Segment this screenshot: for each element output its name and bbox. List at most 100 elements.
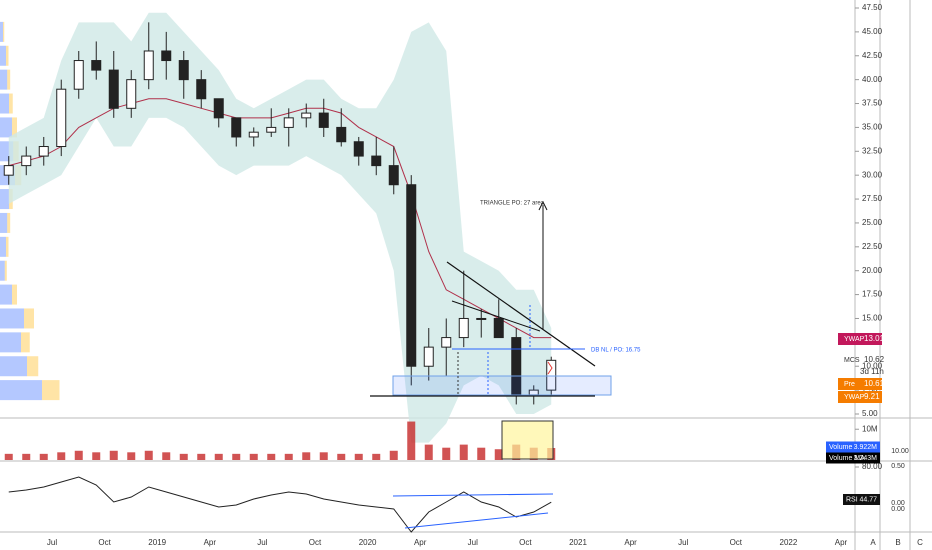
x-tick-label: Apr xyxy=(414,538,427,547)
y-tick-label: 5.00 xyxy=(862,409,878,418)
candle-body xyxy=(283,117,294,128)
profile-bar xyxy=(27,356,39,377)
right-scale-label: 0.00 xyxy=(891,506,905,513)
profile-bar xyxy=(6,236,9,257)
volume-bar xyxy=(459,444,468,460)
candle-body xyxy=(458,317,469,339)
profile-bar xyxy=(0,236,6,257)
profile-bar xyxy=(4,260,7,281)
candle-body xyxy=(406,184,417,367)
volume-bar xyxy=(4,453,13,460)
candle-body xyxy=(56,88,67,148)
profile-bar xyxy=(0,212,8,233)
scale-button[interactable]: A xyxy=(870,538,876,547)
volume-label-name: Volume MA xyxy=(829,455,865,462)
x-tick-label: Jul xyxy=(257,538,267,547)
candle-body xyxy=(336,126,347,143)
candle-body xyxy=(231,117,242,138)
y-tick-label: 40.00 xyxy=(862,75,883,84)
profile-bar xyxy=(21,332,30,353)
profile-bar xyxy=(0,284,12,305)
profile-bar xyxy=(0,117,12,138)
profile-bar xyxy=(0,93,9,114)
candle-body xyxy=(371,155,382,167)
volume-label-box xyxy=(826,441,880,453)
candle-body xyxy=(248,131,259,138)
y-tick-label: 17.50 xyxy=(862,290,883,299)
x-tick-label: Jul xyxy=(47,538,57,547)
profile-bar xyxy=(0,69,8,90)
candle-body xyxy=(266,126,277,133)
volume-bar xyxy=(284,453,293,460)
candle-body xyxy=(161,50,172,62)
volume-bar xyxy=(354,453,363,460)
x-tick-label: 2021 xyxy=(569,538,587,547)
x-tick-label: Oct xyxy=(98,538,111,547)
volume-bar xyxy=(389,450,398,460)
price-label-box xyxy=(838,391,882,403)
y-tick-label: 42.50 xyxy=(862,51,883,60)
volume-bar xyxy=(197,453,206,460)
candle-body xyxy=(546,359,557,391)
rsi-label-box xyxy=(843,494,880,505)
volume-bar xyxy=(319,452,328,460)
candle-body xyxy=(108,69,119,109)
x-tick-label: Apr xyxy=(624,538,637,547)
candle-body xyxy=(73,60,84,90)
volume-bar xyxy=(372,453,381,460)
volume-bar xyxy=(302,452,311,460)
volume-bar xyxy=(39,453,48,460)
price-label-name: YWAP xyxy=(844,394,865,401)
y-tick-label: 10M xyxy=(862,424,878,433)
volume-bar xyxy=(179,453,188,460)
bounce-arrow xyxy=(547,361,553,375)
scale-button[interactable]: C xyxy=(917,538,923,547)
profile-bar xyxy=(0,356,27,377)
rsi-label-name: RSI xyxy=(846,496,858,503)
x-tick-label: Oct xyxy=(519,538,532,547)
rsi-trendline xyxy=(392,493,554,497)
marks xyxy=(0,12,557,533)
x-tick-label: Oct xyxy=(309,538,322,547)
candle-body xyxy=(213,98,224,119)
volume-bar xyxy=(74,450,83,460)
profile-bar xyxy=(0,260,5,281)
price-label-box xyxy=(838,378,882,390)
price-label-value: 9.21 xyxy=(864,392,880,401)
profile-bar xyxy=(0,45,6,66)
candle-body xyxy=(318,112,329,128)
rsi-line xyxy=(8,476,552,533)
profile-bar xyxy=(12,284,17,305)
profile-bar xyxy=(0,189,9,210)
volume-bar xyxy=(57,452,66,460)
triangle-line xyxy=(451,300,541,332)
candle-body xyxy=(353,141,364,157)
y-tick-label: 27.50 xyxy=(862,194,883,203)
volume-bar xyxy=(162,452,171,460)
price-label-value: 10.61 xyxy=(864,379,885,388)
scale-button[interactable]: B xyxy=(895,538,900,547)
volume-bar xyxy=(442,447,451,460)
rsi-trendline xyxy=(404,512,549,529)
volume-bar xyxy=(477,447,486,460)
volume-bar xyxy=(109,450,118,460)
x-tick-label: Oct xyxy=(730,538,743,547)
profile-bar xyxy=(12,117,17,138)
x-tick-label: 2020 xyxy=(359,538,377,547)
y-tick-label: 35.00 xyxy=(862,123,883,132)
profile-bar xyxy=(0,21,3,42)
profile-bar xyxy=(0,380,42,401)
candle-body xyxy=(38,146,49,157)
price-label-value: 13.01 xyxy=(864,334,885,343)
profile-bar xyxy=(9,93,13,114)
countdown: 3d 11h xyxy=(860,367,884,376)
y-tick-label: 80.00 xyxy=(862,462,883,471)
price-label-value: 10.62 xyxy=(864,355,885,364)
volume-bar xyxy=(494,449,503,460)
volume-bar xyxy=(424,444,433,460)
x-tick-label: Apr xyxy=(835,538,848,547)
y-tick-label: 45.00 xyxy=(862,27,883,36)
x-tick-label: 2022 xyxy=(780,538,798,547)
profile-bar xyxy=(3,21,5,42)
right-scale-label: 10.00 xyxy=(891,448,909,455)
